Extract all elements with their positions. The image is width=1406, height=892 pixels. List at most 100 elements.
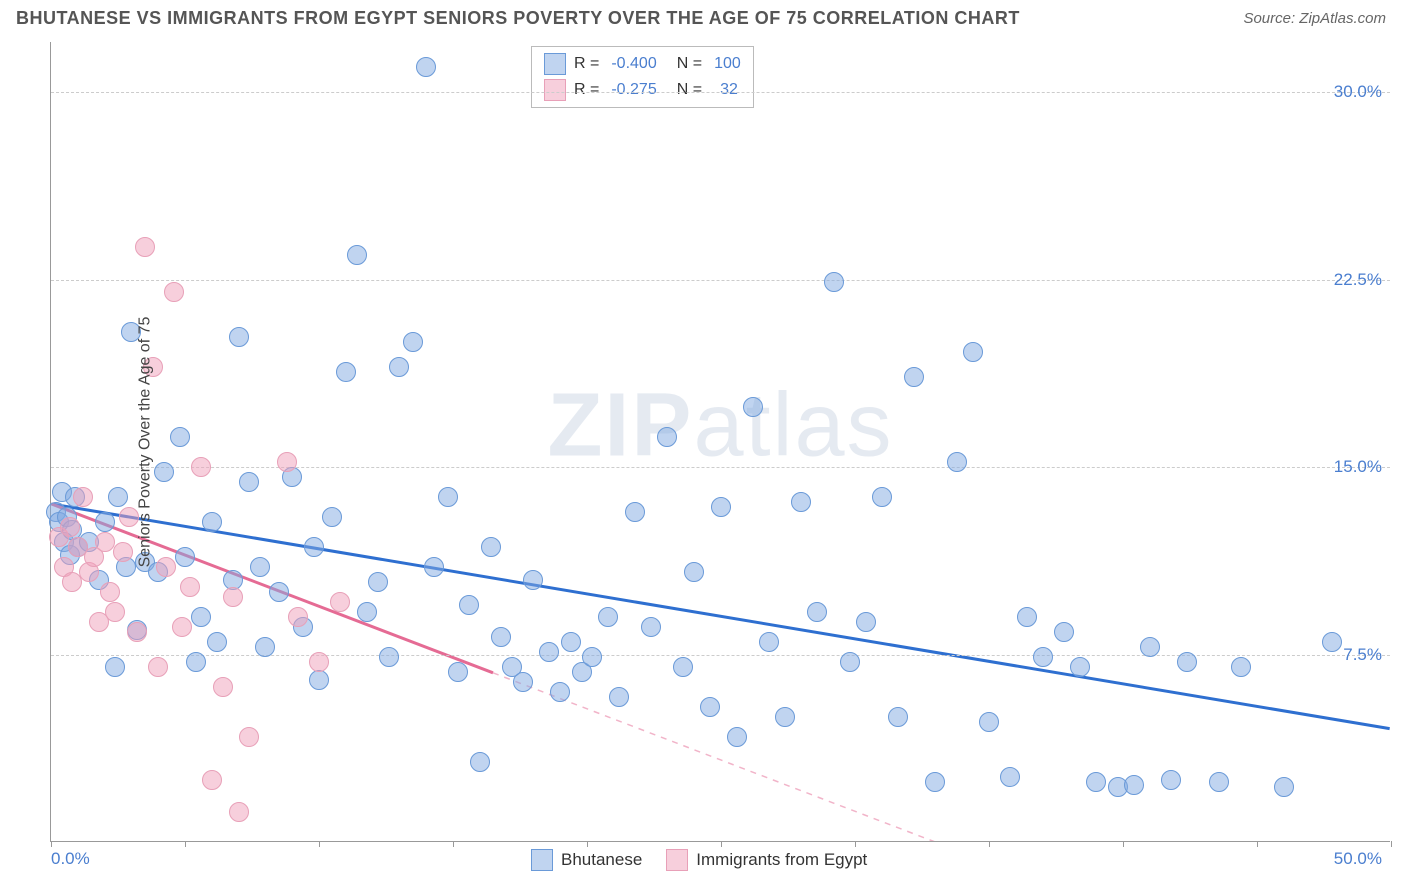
x-tick [1257,841,1258,847]
data-point [1322,632,1342,652]
data-point [416,57,436,77]
y-tick-label: 30.0% [1334,82,1382,102]
data-point [1033,647,1053,667]
data-point [288,607,308,627]
x-tick [989,841,990,847]
data-point [304,537,324,557]
data-point [1140,637,1160,657]
data-point [105,657,125,677]
x-tick [587,841,588,847]
data-point [625,502,645,522]
data-point [170,427,190,447]
data-point [368,572,388,592]
data-point [539,642,559,662]
data-point [1000,767,1020,787]
data-point [1017,607,1037,627]
x-tick [1391,841,1392,847]
data-point [191,457,211,477]
x-axis-min-label: 0.0% [51,849,90,869]
data-point [229,802,249,822]
data-point [470,752,490,772]
data-point [213,677,233,697]
data-point [673,657,693,677]
data-point [239,727,259,747]
trend-lines [51,42,1390,841]
data-point [727,727,747,747]
data-point [330,592,350,612]
plot-area: ZIPatlas R = -0.400 N = 100 R = -0.275 N… [50,42,1390,842]
gridline [51,92,1390,93]
data-point [1231,657,1251,677]
legend-row: R = -0.275 N = 32 [544,77,741,103]
data-point [1086,772,1106,792]
data-point [700,697,720,717]
data-point [561,632,581,652]
data-point [657,427,677,447]
x-tick [453,841,454,847]
data-point [609,687,629,707]
data-point [1274,777,1294,797]
data-point [743,397,763,417]
data-point [1054,622,1074,642]
data-point [357,602,377,622]
data-point [481,537,501,557]
data-point [277,452,297,472]
data-point [872,487,892,507]
gridline [51,467,1390,468]
y-axis-title: Seniors Poverty Over the Age of 75 [136,317,154,568]
data-point [156,557,176,577]
x-tick [1123,841,1124,847]
legend-swatch-icon [531,849,553,871]
data-point [164,282,184,302]
data-point [202,770,222,790]
data-point [1124,775,1144,795]
data-point [389,357,409,377]
data-point [73,487,93,507]
data-point [438,487,458,507]
data-point [424,557,444,577]
data-point [979,712,999,732]
data-point [807,602,827,622]
data-point [550,682,570,702]
data-point [60,517,80,537]
data-point [322,507,342,527]
data-point [309,670,329,690]
data-point [175,547,195,567]
data-point [459,595,479,615]
data-point [336,362,356,382]
data-point [904,367,924,387]
data-point [202,512,222,532]
data-point [775,707,795,727]
data-point [100,582,120,602]
data-point [191,607,211,627]
data-point [1161,770,1181,790]
legend-series: Bhutanese Immigrants from Egypt [531,849,867,871]
data-point [250,557,270,577]
data-point [598,607,618,627]
data-point [791,492,811,512]
data-point [229,327,249,347]
data-point [759,632,779,652]
legend-swatch-icon [544,53,566,75]
data-point [513,672,533,692]
data-point [113,542,133,562]
data-point [95,512,115,532]
y-tick-label: 7.5% [1343,645,1382,665]
legend-row: R = -0.400 N = 100 [544,51,741,77]
data-point [1070,657,1090,677]
data-point [207,632,227,652]
data-point [888,707,908,727]
chart-header: BHUTANESE VS IMMIGRANTS FROM EGYPT SENIO… [0,0,1406,33]
y-tick-label: 15.0% [1334,457,1382,477]
data-point [148,657,168,677]
data-point [641,617,661,637]
data-point [154,462,174,482]
data-point [1209,772,1229,792]
gridline [51,280,1390,281]
data-point [180,577,200,597]
watermark: ZIPatlas [547,374,893,477]
data-point [379,647,399,667]
data-point [239,472,259,492]
chart-source: Source: ZipAtlas.com [1243,10,1386,27]
legend-swatch-icon [544,79,566,101]
